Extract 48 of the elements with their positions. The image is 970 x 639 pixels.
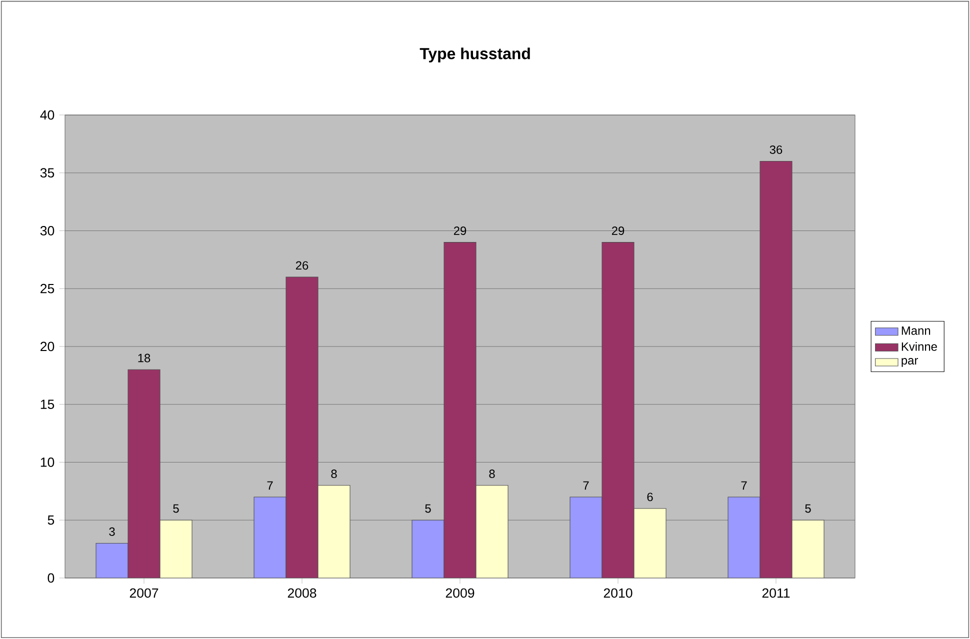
- legend-label: par: [902, 358, 918, 367]
- data-label: 6: [647, 492, 653, 502]
- bar: [318, 485, 350, 578]
- data-label: 5: [425, 504, 431, 513]
- bar: [160, 520, 192, 578]
- bar: [760, 161, 792, 578]
- data-label: 26: [296, 261, 308, 270]
- bar: [96, 542, 128, 578]
- y-tick-label: 0: [48, 573, 54, 583]
- data-label: 5: [805, 504, 811, 513]
- y-tick-label: 30: [40, 226, 54, 236]
- data-label: 3: [109, 527, 115, 536]
- y-tick-label: 35: [40, 168, 54, 178]
- x-tick-label: 2007: [130, 588, 158, 598]
- data-label: 8: [489, 470, 495, 478]
- legend-label: Mann: [902, 326, 930, 335]
- x-tick-label: 2008: [288, 588, 316, 598]
- y-tick-label: 25: [40, 284, 54, 294]
- bar: [412, 520, 444, 578]
- y-tick-label: 10: [40, 458, 54, 467]
- legend-label: Kvinne: [902, 342, 937, 351]
- data-label: 5: [173, 504, 179, 513]
- bar: [634, 508, 666, 578]
- bar: [254, 496, 286, 578]
- x-tick-label: 2011: [762, 588, 790, 598]
- bar: [286, 276, 318, 578]
- y-tick-label: 40: [40, 110, 54, 120]
- chart-title: Type husstand: [420, 48, 530, 62]
- bar: [792, 520, 824, 578]
- x-tick-label: 2010: [604, 588, 632, 598]
- data-label: 36: [770, 145, 782, 154]
- data-label: 29: [454, 226, 466, 235]
- y-tick-label: 5: [48, 515, 54, 525]
- bar: [476, 485, 508, 578]
- data-label: 18: [138, 354, 150, 362]
- data-label: 7: [583, 481, 589, 490]
- x-tick-label: 2009: [446, 588, 474, 598]
- bar: [570, 496, 602, 578]
- data-label: 7: [741, 481, 747, 490]
- data-label: 29: [612, 226, 624, 235]
- bar: [728, 496, 760, 578]
- bar: [602, 242, 634, 578]
- bar: [444, 242, 476, 578]
- y-tick-label: 20: [40, 342, 54, 352]
- data-label: 8: [331, 470, 337, 478]
- data-label: 7: [267, 481, 273, 490]
- bar: [128, 369, 160, 578]
- y-tick-label: 15: [40, 400, 54, 409]
